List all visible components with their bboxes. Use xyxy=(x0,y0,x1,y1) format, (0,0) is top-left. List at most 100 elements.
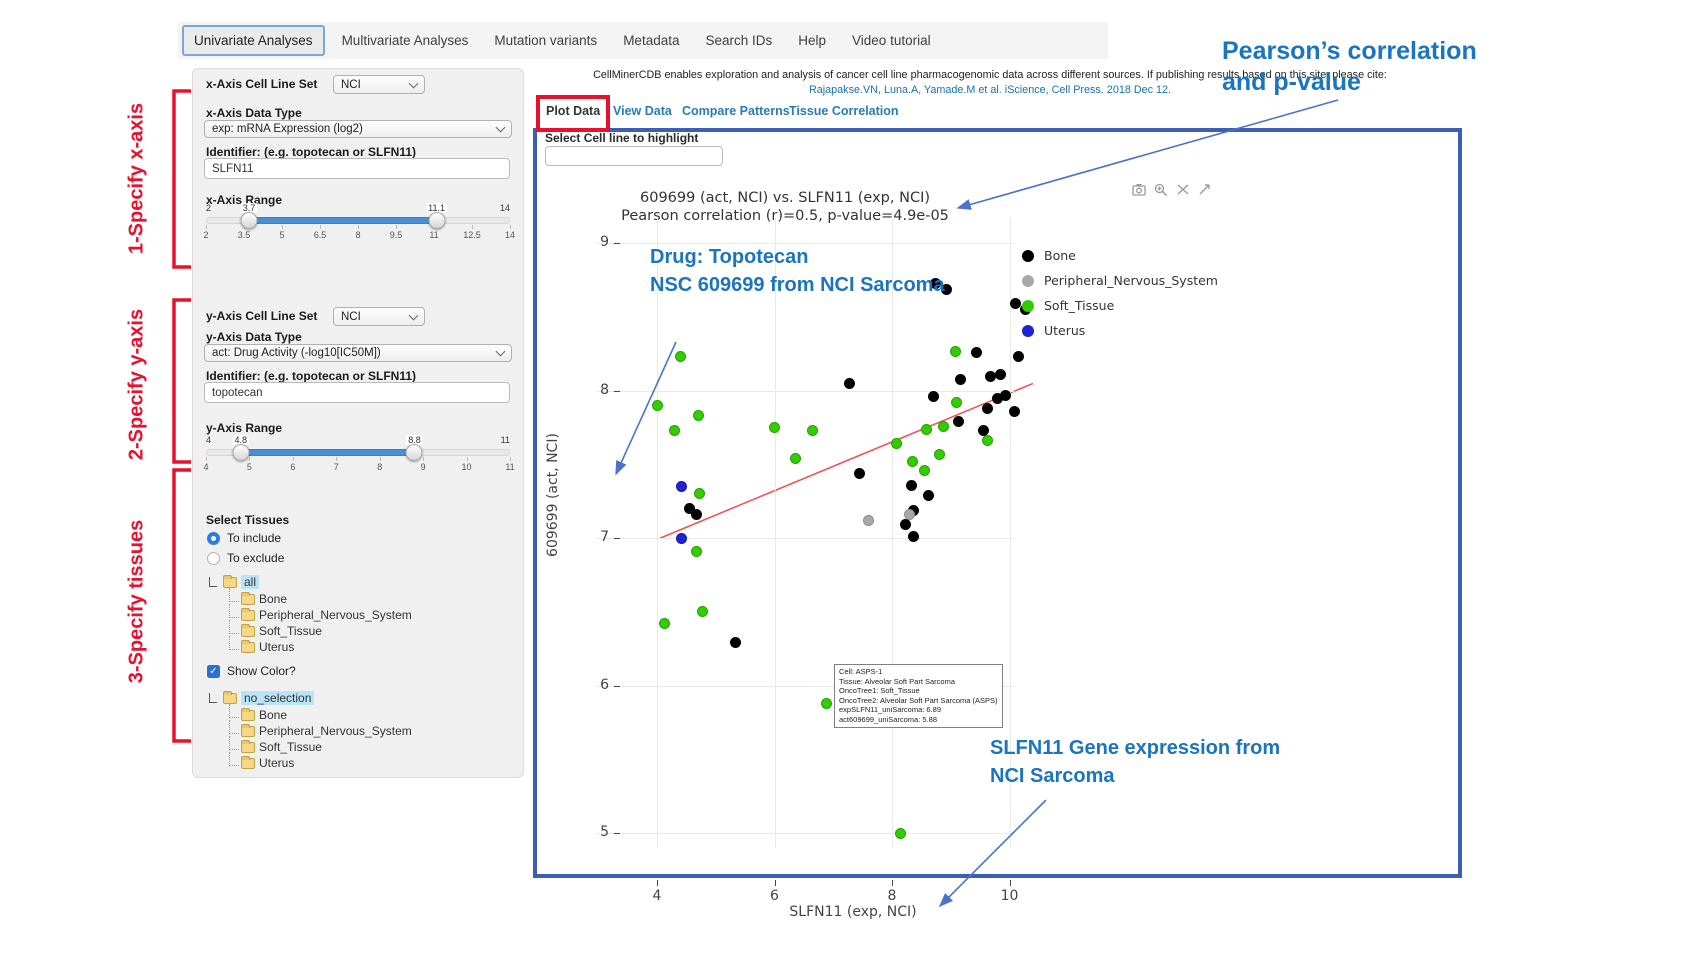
nav-tab-metadata[interactable]: Metadata xyxy=(623,33,680,48)
data-point-soft_tissue[interactable] xyxy=(934,448,946,460)
highlight-cell-line-input[interactable] xyxy=(545,146,723,166)
legend-item-uterus[interactable]: Uterus xyxy=(1022,323,1218,338)
data-point-soft_tissue[interactable] xyxy=(769,422,780,434)
to-include-label[interactable]: To include xyxy=(227,531,282,545)
data-point-bone[interactable] xyxy=(929,277,941,289)
data-point-bone[interactable] xyxy=(729,637,741,649)
data-point-bone[interactable] xyxy=(905,479,917,491)
nav-tab-mutation-variants[interactable]: Mutation variants xyxy=(494,33,598,48)
data-point-bone[interactable] xyxy=(1013,351,1025,363)
y-axis-range-slider[interactable]: 4 11 4.8 8.8 4 5 6 7 8 9 10 11 xyxy=(203,435,515,479)
data-point-bone[interactable] xyxy=(955,373,967,385)
tree2-item-bone[interactable]: Bone xyxy=(259,708,288,722)
tree1-item-bone[interactable]: Bone xyxy=(259,592,288,606)
data-point-bone[interactable] xyxy=(953,416,965,428)
data-point-soft_tissue[interactable] xyxy=(938,420,950,432)
camera-icon[interactable] xyxy=(1132,183,1146,196)
zoom-in-icon[interactable] xyxy=(1154,183,1168,196)
data-point-peripheral_nervous_system[interactable] xyxy=(904,509,916,521)
data-point-bone[interactable] xyxy=(995,369,1007,381)
legend-item-bone[interactable]: Bone xyxy=(1022,248,1218,263)
citation-link[interactable]: Rajapakse.VN, Luna.A, Yamade.M et al. iS… xyxy=(808,84,1172,96)
data-point-bone[interactable] xyxy=(970,346,982,358)
tree2-item-soft-tissue[interactable]: Soft_Tissue xyxy=(259,740,322,754)
slider-handle-from[interactable] xyxy=(232,444,250,461)
nav-tab-search-ids[interactable]: Search IDs xyxy=(705,33,773,48)
data-point-bone[interactable] xyxy=(854,467,866,479)
data-point-soft_tissue[interactable] xyxy=(651,400,663,412)
x-tick-label: 6 xyxy=(770,888,779,904)
x-axis-range-slider[interactable]: 2 14 3.7 11.1 2 3.5 5 6.5 8 9.5 11 12.5 14 xyxy=(203,203,515,247)
tree1-item-soft-tissue[interactable]: Soft_Tissue xyxy=(259,624,322,638)
to-include-radio[interactable] xyxy=(207,532,220,545)
autoscale-icon[interactable] xyxy=(1198,183,1212,196)
data-point-soft_tissue[interactable] xyxy=(696,606,708,618)
y-identifier-input[interactable] xyxy=(204,382,510,403)
data-point-soft_tissue[interactable] xyxy=(669,425,681,437)
pan-icon[interactable] xyxy=(1176,183,1190,196)
tree1-item-peripheral-nervous-system[interactable]: Peripheral_Nervous_System xyxy=(259,608,412,622)
data-point-soft_tissue[interactable] xyxy=(691,545,703,557)
to-exclude-label[interactable]: To exclude xyxy=(227,551,285,565)
legend-item-peripheral_nervous_system[interactable]: Peripheral_Nervous_System xyxy=(1022,273,1218,288)
data-point-bone[interactable] xyxy=(908,531,920,543)
data-point-soft_tissue[interactable] xyxy=(658,618,670,630)
data-point-soft_tissue[interactable] xyxy=(821,697,833,709)
nav-tab-univariate-analyses[interactable]: Univariate Analyses xyxy=(182,25,325,56)
data-point-soft_tissue[interactable] xyxy=(949,345,961,357)
data-point-soft_tissue[interactable] xyxy=(807,425,819,437)
data-point-soft_tissue[interactable] xyxy=(895,827,907,839)
data-point-bone[interactable] xyxy=(844,377,856,389)
nav-tab-multivariate-analyses[interactable]: Multivariate Analyses xyxy=(341,33,469,48)
tab-tissue-correlation[interactable]: Tissue Correlation xyxy=(789,104,899,118)
x-data-type-select[interactable]: exp: mRNA Expression (log2) xyxy=(204,120,512,138)
highlight-cell-line-label: Select Cell line to highlight xyxy=(545,131,699,145)
tree1-root-all[interactable]: all xyxy=(241,575,260,589)
show-color-label[interactable]: Show Color? xyxy=(227,664,296,678)
tab-plot-data[interactable]: Plot Data xyxy=(546,104,601,118)
slider-handle-to[interactable] xyxy=(405,444,423,461)
data-point-bone[interactable] xyxy=(1008,405,1020,417)
data-point-soft_tissue[interactable] xyxy=(921,423,933,435)
data-point-soft_tissue[interactable] xyxy=(907,456,919,468)
tab-compare-patterns[interactable]: Compare Patterns xyxy=(682,104,790,118)
x-identifier-input[interactable] xyxy=(204,158,510,179)
tree1-item-uterus[interactable]: Uterus xyxy=(259,640,295,654)
slider-handle-from[interactable] xyxy=(240,212,258,229)
data-point-soft_tissue[interactable] xyxy=(789,453,801,465)
legend-item-soft_tissue[interactable]: Soft_Tissue xyxy=(1022,298,1218,313)
data-point-soft_tissue[interactable] xyxy=(675,351,686,363)
tree2-item-peripheral-nervous-system[interactable]: Peripheral_Nervous_System xyxy=(259,724,412,738)
tab-view-data[interactable]: View Data xyxy=(613,104,672,118)
y-data-type-select[interactable]: act: Drug Activity (-log10[IC50M]) xyxy=(204,344,512,362)
data-point-bone[interactable] xyxy=(1009,298,1021,310)
data-point-bone[interactable] xyxy=(982,402,994,414)
data-point-bone[interactable] xyxy=(900,519,911,531)
data-point-peripheral_nervous_system[interactable] xyxy=(863,515,874,526)
data-point-uterus[interactable] xyxy=(675,532,687,544)
y-cell-line-set-select[interactable]: NCI xyxy=(333,307,425,326)
x-tick-mark xyxy=(657,880,658,886)
data-point-soft_tissue[interactable] xyxy=(951,397,963,409)
data-point-uterus[interactable] xyxy=(675,481,687,493)
data-point-bone[interactable] xyxy=(691,509,703,521)
data-point-soft_tissue[interactable] xyxy=(919,464,931,476)
data-point-soft_tissue[interactable] xyxy=(694,488,706,500)
data-point-soft_tissue[interactable] xyxy=(891,438,903,450)
data-point-soft_tissue[interactable] xyxy=(692,410,704,422)
data-point-bone[interactable] xyxy=(922,489,934,501)
x-cell-line-set-select[interactable]: NCI xyxy=(333,75,425,94)
data-point-bone[interactable] xyxy=(940,283,952,295)
y-cell-line-set-label: y-Axis Cell Line Set xyxy=(206,309,318,323)
nav-tab-video-tutorial[interactable]: Video tutorial xyxy=(852,33,931,48)
show-color-checkbox[interactable]: ✓ xyxy=(207,665,220,678)
nav-tab-help[interactable]: Help xyxy=(798,33,827,48)
data-point-bone[interactable] xyxy=(984,370,996,382)
tree2-item-uterus[interactable]: Uterus xyxy=(259,756,295,770)
data-point-soft_tissue[interactable] xyxy=(982,435,994,447)
data-point-bone[interactable] xyxy=(928,391,940,403)
app-description: CellMinerCDB enables exploration and ana… xyxy=(593,69,1387,81)
slider-handle-to[interactable] xyxy=(428,212,446,229)
to-exclude-radio[interactable] xyxy=(207,552,220,565)
tree2-root-no-selection[interactable]: no_selection xyxy=(241,691,315,705)
